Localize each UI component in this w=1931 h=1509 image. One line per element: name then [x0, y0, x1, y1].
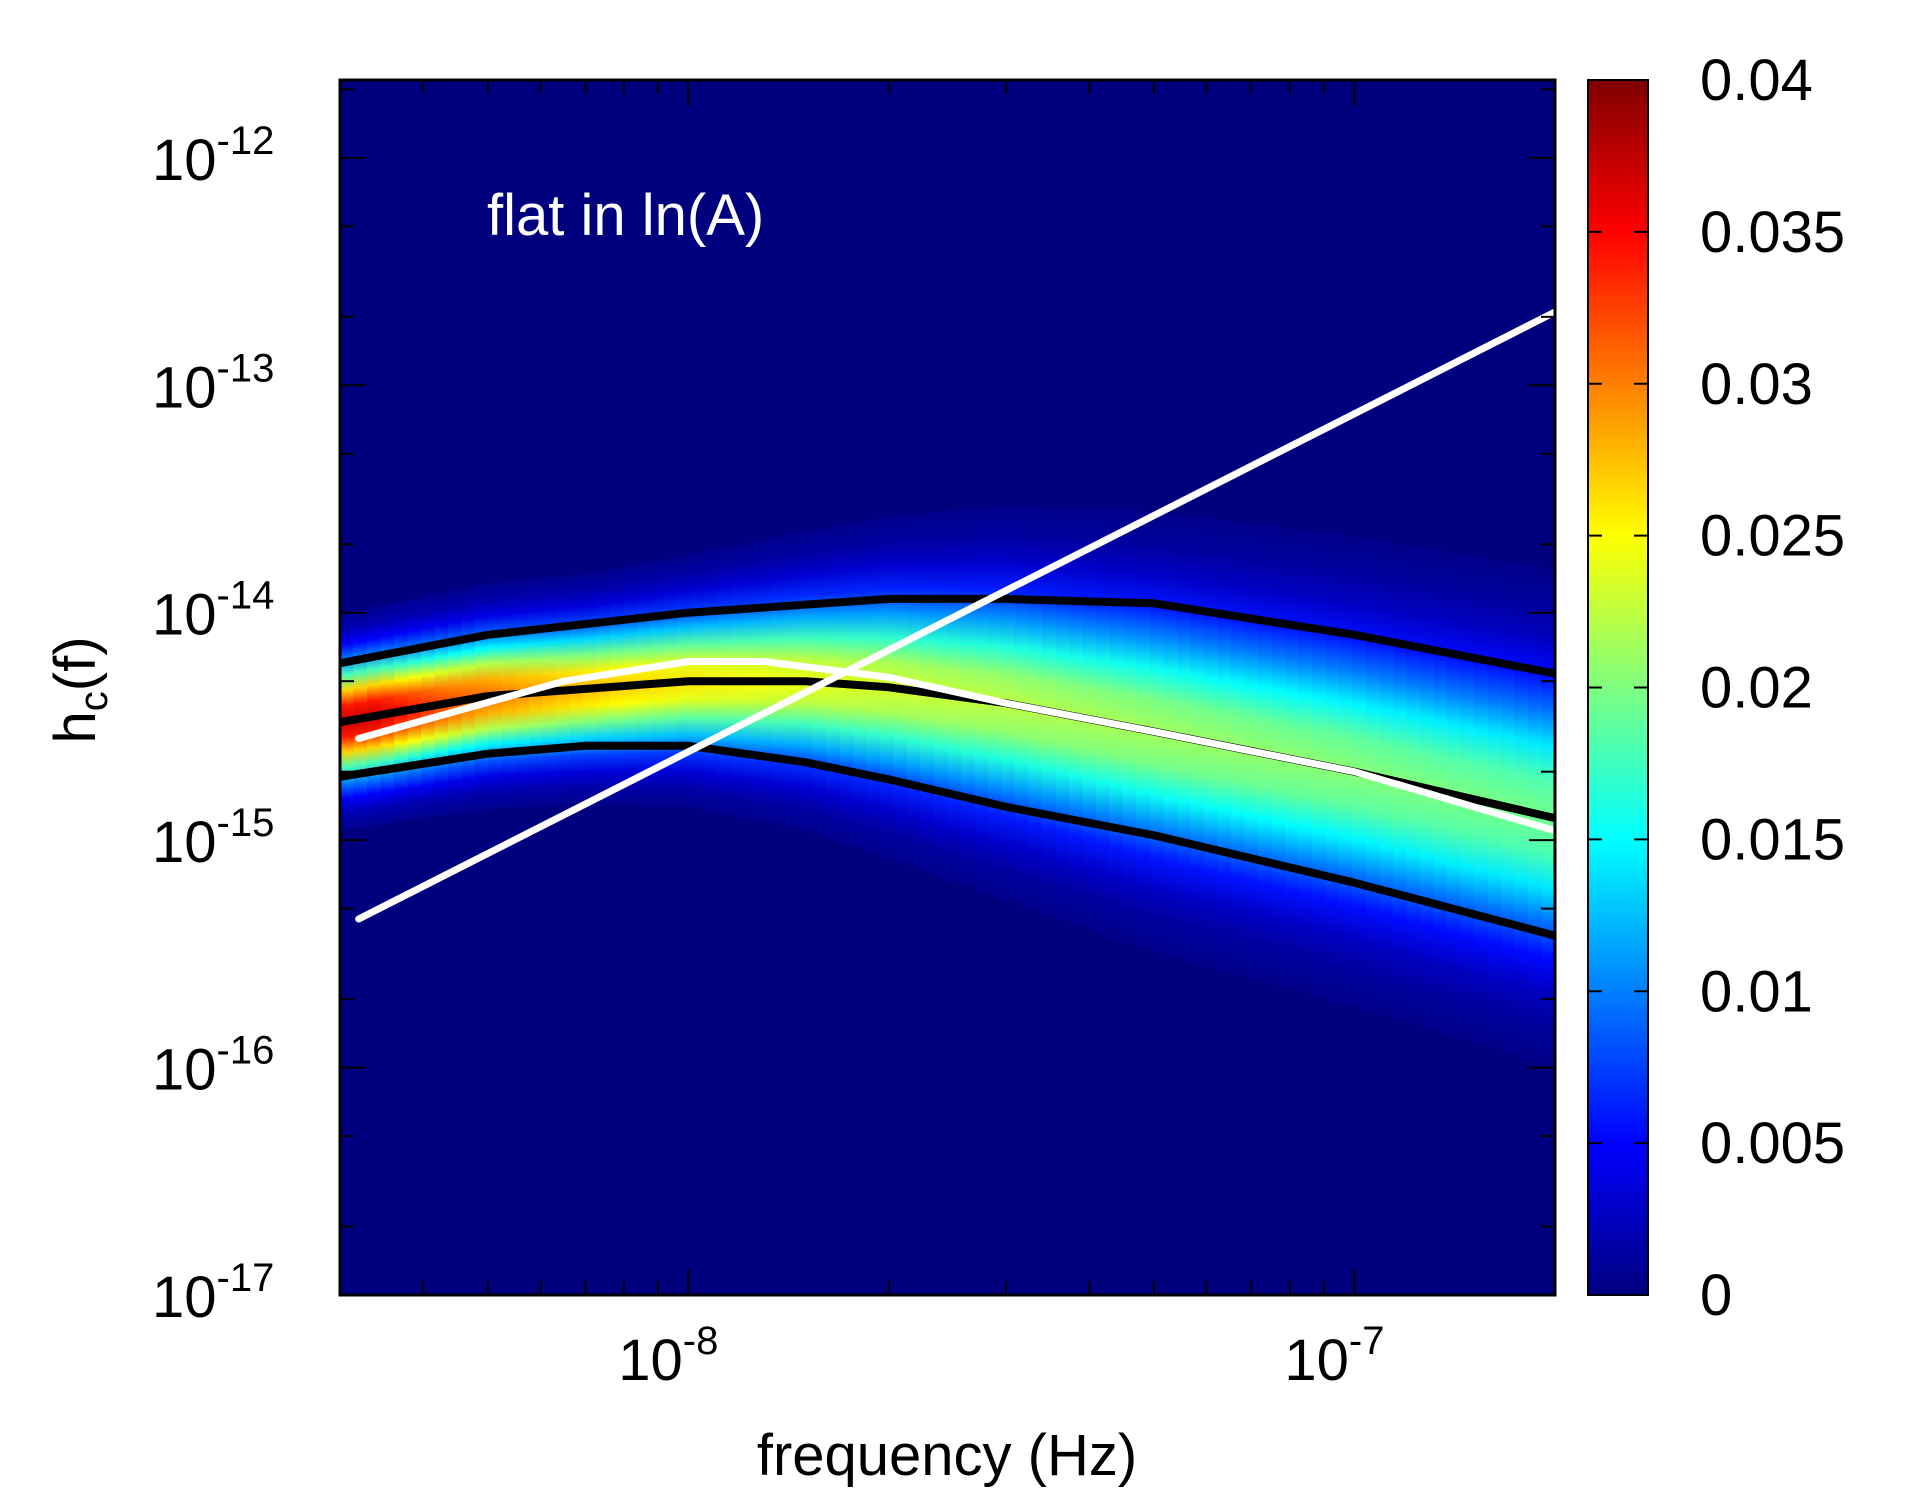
x-tick-label: 10-7: [1284, 1319, 1384, 1393]
y-tick-label: 10-13: [152, 346, 274, 420]
x-tick-label: 10-8: [618, 1319, 718, 1393]
y-tick-label: 10-17: [152, 1256, 274, 1330]
y-axis-title-main: h: [43, 711, 108, 743]
y-tick-label: 10-15: [152, 801, 274, 875]
series-line-white-curve: [355, 658, 1555, 835]
colorbar-tick-label: 0.015: [1700, 807, 1845, 872]
colorbar-tick-label: 0: [1700, 1263, 1732, 1328]
series-group: [340, 308, 1555, 940]
colorbar-tick-label: 0.025: [1700, 504, 1845, 569]
colorbar-tick-label: 0.02: [1700, 656, 1813, 721]
plot-annotation: flat in ln(A): [487, 183, 764, 248]
colorbar-tick-label: 0.005: [1700, 1111, 1845, 1176]
series-line-lower-bound: [340, 741, 1555, 940]
colorbar-tick-label: 0.035: [1700, 200, 1845, 265]
y-tick-label: 10-16: [152, 1029, 274, 1103]
series-line-white-straight-line: [355, 308, 1555, 923]
series-line-upper-bound: [340, 594, 1555, 678]
colorbar-ticks: 0 0.005 0.01 0.015 0.02 0.025 0.03 0.035 0.04: [1588, 48, 1845, 1328]
y-tick-labels: 10-17 10-16 10-15 10-14 10-13 10-12: [152, 119, 274, 1330]
plot-frame: [338, 78, 1557, 1297]
colorbar-tick-label: 0.04: [1700, 48, 1813, 113]
y-axis-title-subscript: c: [72, 691, 116, 711]
y-axis-title: hc(f): [43, 636, 116, 743]
x-axis-title: frequency (Hz): [757, 1423, 1137, 1488]
y-tick-label: 10-14: [152, 574, 274, 648]
colorbar-tick-label: 0.01: [1700, 959, 1813, 1024]
axes: [338, 78, 1557, 1297]
x-tick-labels: 10-8 10-7: [618, 1319, 1384, 1393]
svg-text:hc(f): hc(f): [43, 636, 116, 743]
y-axis-title-tail: (f): [43, 636, 108, 691]
y-tick-label: 10-12: [152, 119, 274, 193]
colorbar-tick-label: 0.03: [1700, 352, 1813, 417]
